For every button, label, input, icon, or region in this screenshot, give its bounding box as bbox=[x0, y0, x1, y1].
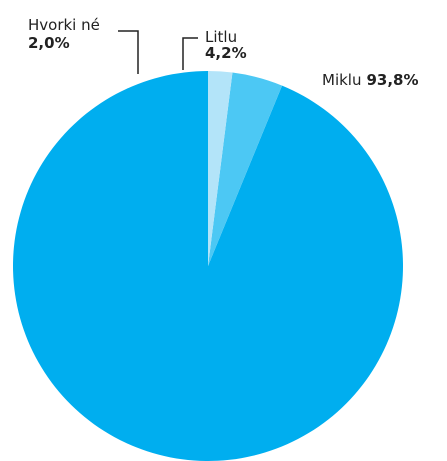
pie-slice-miklu bbox=[13, 71, 403, 461]
pie-slice-litlu bbox=[208, 72, 283, 266]
label-hvorki-ne-name: Hvorki né bbox=[28, 16, 100, 34]
label-litlu-name: Litlu bbox=[205, 28, 237, 46]
label-miklu-name: Miklu bbox=[322, 71, 361, 89]
label-miklu-value: 93,8% bbox=[366, 71, 418, 89]
label-hvorki-ne-value: 2,0% bbox=[28, 34, 70, 52]
label-miklu: Miklu 93,8% bbox=[322, 71, 419, 89]
label-litlu-value: 4,2% bbox=[205, 44, 247, 62]
leader-line-litlu bbox=[182, 37, 198, 70]
pie-slices bbox=[13, 71, 403, 461]
leader-line-hvorki-ne bbox=[118, 30, 139, 74]
pie-slice-hvorki-n bbox=[208, 71, 233, 266]
